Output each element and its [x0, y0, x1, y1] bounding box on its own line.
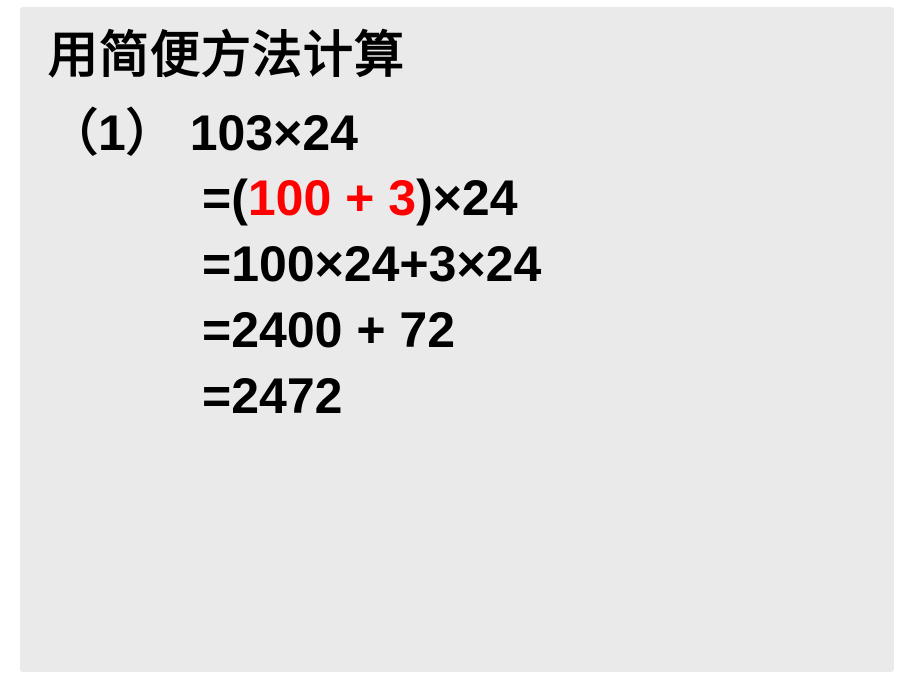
step-3-prefix: =2400 + 72	[202, 302, 455, 358]
step-4: =2472	[202, 363, 894, 429]
slide-heading: 用简便方法计算	[48, 15, 894, 87]
step-1-suffix: )×24	[416, 170, 517, 226]
step-1-prefix: =(	[202, 170, 248, 226]
step-2: =100×24+3×24	[202, 231, 894, 297]
step-2-prefix: =100×24+3×24	[202, 236, 541, 292]
step-1: =(100 + 3)×24	[202, 165, 894, 231]
problem-line: （1） 103×24	[48, 93, 894, 165]
step-3: =2400 + 72	[202, 297, 894, 363]
step-4-prefix: =2472	[202, 368, 342, 424]
problem-label: （1）	[48, 105, 176, 161]
problem-expression: 103×24	[190, 105, 358, 161]
step-1-highlight: 100 + 3	[248, 170, 416, 226]
slide-inner: 用简便方法计算 （1） 103×24 =(100 + 3)×24 =100×24…	[20, 7, 894, 672]
slide-container: 用简便方法计算 （1） 103×24 =(100 + 3)×24 =100×24…	[0, 0, 920, 690]
